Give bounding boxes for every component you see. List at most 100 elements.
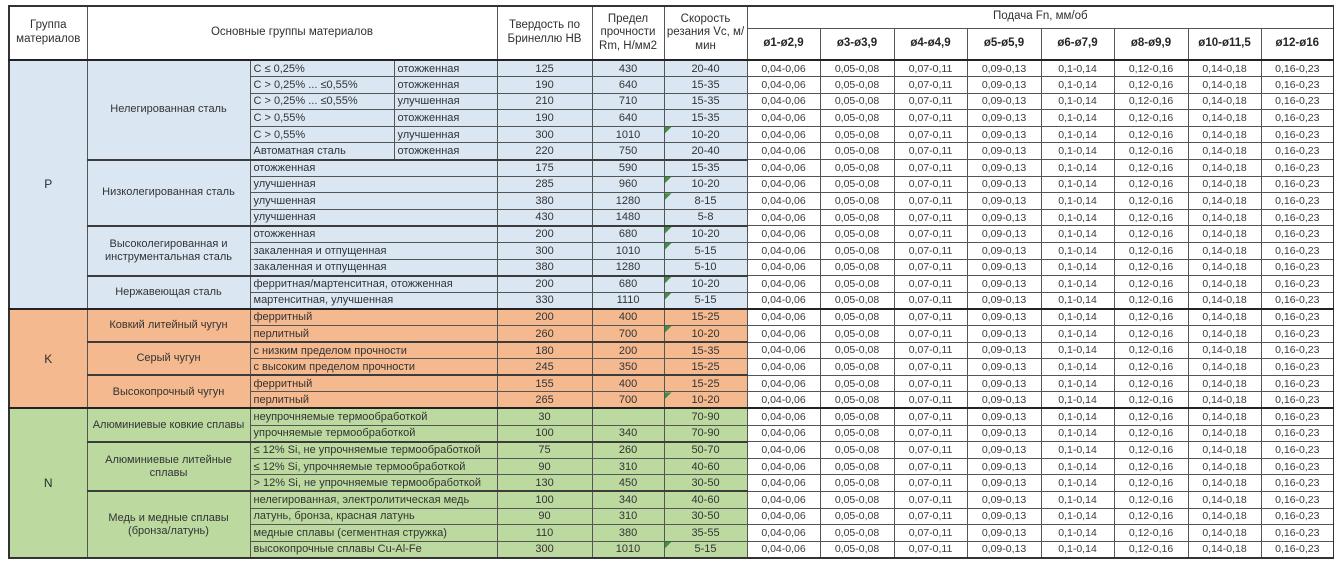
desc-cell: с низким пределом прочности [249,341,498,360]
desc-cell: C > 0,25% ... ≤0,55% [249,92,395,111]
feed-cell: 0,12-0,16 [1113,208,1189,227]
vc-value: 5-15 [694,294,717,307]
feed-cell: 0,1-0,14 [1040,142,1115,161]
table-body: P Нелегированная сталь C ≤ 0,25% отожженная… [8,59,1334,559]
feed-cell: 0,12-0,16 [1113,291,1189,310]
feed-cell: 0,05-0,08 [819,291,895,310]
feed-cell: 0,12-0,16 [1113,225,1189,244]
feed-cell: 0,16-0,23 [1260,109,1334,127]
table-row: Высоколегированная и инструментальная ст… [9,224,1334,277]
hb-cell: 220 [496,142,593,161]
col-header-strength: Предел прочности Rm, Н/мм2 [591,5,665,61]
rm-cell: 590 [591,158,665,177]
feed-cell: 0,1-0,14 [1040,441,1115,459]
green-corner-marker-icon [665,326,672,333]
desc-cell: перлитный [249,325,498,343]
feed-cell: 0,1-0,14 [1040,258,1115,277]
feed-cell: 0,09-0,13 [966,76,1042,94]
feed-cell: 0,04-0,06 [746,59,821,78]
table-row: N Алюминиевые ковкие сплавы неупрочняемые … [8,407,1334,559]
vc-value: 15-35 [691,112,720,125]
feed-cell: 0,07-0,11 [893,59,968,78]
feed-cell: 0,14-0,18 [1187,175,1262,194]
group-cell: N [8,407,88,559]
vc-cell: 30-50 [663,507,748,526]
feed-cell: 0,12-0,16 [1113,325,1189,343]
desc-cell: C > 0,25% ... ≤0,55% [249,76,395,94]
vc-cell: 15-25 [663,307,748,326]
subgroup-cell: Нержавеющая сталь [86,274,251,310]
feed-cell: 0,05-0,08 [819,407,895,426]
rm-cell: 380 [591,524,665,542]
hb-cell: 200 [496,224,593,244]
feed-cell: 0,05-0,08 [819,490,895,509]
feed-cell: 0,14-0,18 [1187,507,1262,526]
feed-cell: 0,14-0,18 [1187,524,1262,542]
feed-cell: 0,14-0,18 [1187,92,1262,111]
feed-cell: 0,16-0,23 [1260,374,1334,393]
feed-cell: 0,12-0,16 [1113,307,1189,326]
vc-value: 10-20 [691,393,720,406]
desc-cell: упрочняемые термообработкой [249,424,498,443]
feed-cell: 0,1-0,14 [1040,474,1115,492]
feed-cell: 0,12-0,16 [1113,192,1189,210]
feed-cell: 0,14-0,18 [1187,142,1262,161]
col-header-feed-d5: ø6-ø7,9 [1040,27,1115,61]
desc-cell: мартенситная, улучшенная [249,291,498,310]
feed-cell: 0,1-0,14 [1040,457,1115,476]
feed-cell: 0,07-0,11 [893,325,968,343]
rm-cell: 1010 [591,125,665,144]
feed-cell: 0,09-0,13 [966,325,1042,343]
hb-cell: 175 [496,158,593,177]
table-row: медные сплавы (сегментная стружка) 110 380… [9,524,1334,542]
feed-cell: 0,16-0,23 [1260,507,1334,526]
subgroup-cell: Высокопрочный чугун [86,374,251,409]
feed-cell: 0,05-0,08 [819,474,895,492]
feed-cell: 0,04-0,06 [746,275,821,293]
desc-cell: улучшенная [393,125,498,144]
feed-cell: 0,12-0,16 [1113,457,1189,476]
feed-cell: 0,1-0,14 [1040,407,1115,426]
feed-cell: 0,12-0,16 [1113,76,1189,94]
hb-cell: 100 [496,424,593,443]
desc-cell: улучшенная [249,175,498,194]
feed-cell: 0,05-0,08 [819,507,895,526]
feed-cell: 0,05-0,08 [819,275,895,293]
feed-cell: 0,16-0,23 [1260,175,1334,194]
table-row: перлитный 260 700 10-20 0,04-0,06 0,05-0,08 0,… [9,325,1334,343]
vc-cell: 15-35 [663,158,748,177]
feed-cell: 0,1-0,14 [1040,76,1115,94]
feed-cell: 0,16-0,23 [1260,325,1334,343]
vc-value: 15-35 [691,78,720,91]
vc-cell: 15-35 [663,109,748,127]
desc-cell: отожженная [393,59,498,78]
hb-cell: 380 [496,258,593,277]
feed-cell: 0,04-0,06 [746,307,821,326]
feed-cell: 0,14-0,18 [1187,208,1262,227]
rm-cell: 340 [591,424,665,443]
green-corner-marker-icon [665,127,672,134]
feed-cell: 0,14-0,18 [1187,192,1262,210]
feed-cell: 0,16-0,23 [1260,242,1334,260]
feed-cell: 0,09-0,13 [966,142,1042,161]
feed-cell: 0,09-0,13 [966,424,1042,443]
feed-cell: 0,09-0,13 [966,407,1042,426]
desc-cell: C ≤ 0,25% [249,59,395,78]
feed-cell: 0,16-0,23 [1260,125,1334,144]
feed-cell: 0,04-0,06 [746,341,821,360]
vc-cell: 5-15 [663,291,748,310]
table-row: высокопрочные сплавы Cu-Al-Fe 300 1010 5-15… [9,540,1334,559]
feed-cell: 0,05-0,08 [819,457,895,476]
feed-cell: 0,05-0,08 [819,125,895,144]
hb-cell: 265 [496,391,593,409]
vc-cell: 15-25 [663,358,748,376]
feed-cell: 0,1-0,14 [1040,540,1115,559]
feed-cell: 0,1-0,14 [1040,159,1115,177]
hb-cell: 380 [496,192,593,210]
feed-cell: 0,09-0,13 [966,540,1042,559]
table-row: латунь, бронза, красная латунь 90 310 30-50… [9,507,1334,526]
subgroup-cell: Нелегированная сталь [86,59,251,161]
feed-cell: 0,16-0,23 [1260,307,1334,326]
desc-cell: закаленная и отпущенная [249,258,498,277]
rm-cell: 750 [591,142,665,161]
